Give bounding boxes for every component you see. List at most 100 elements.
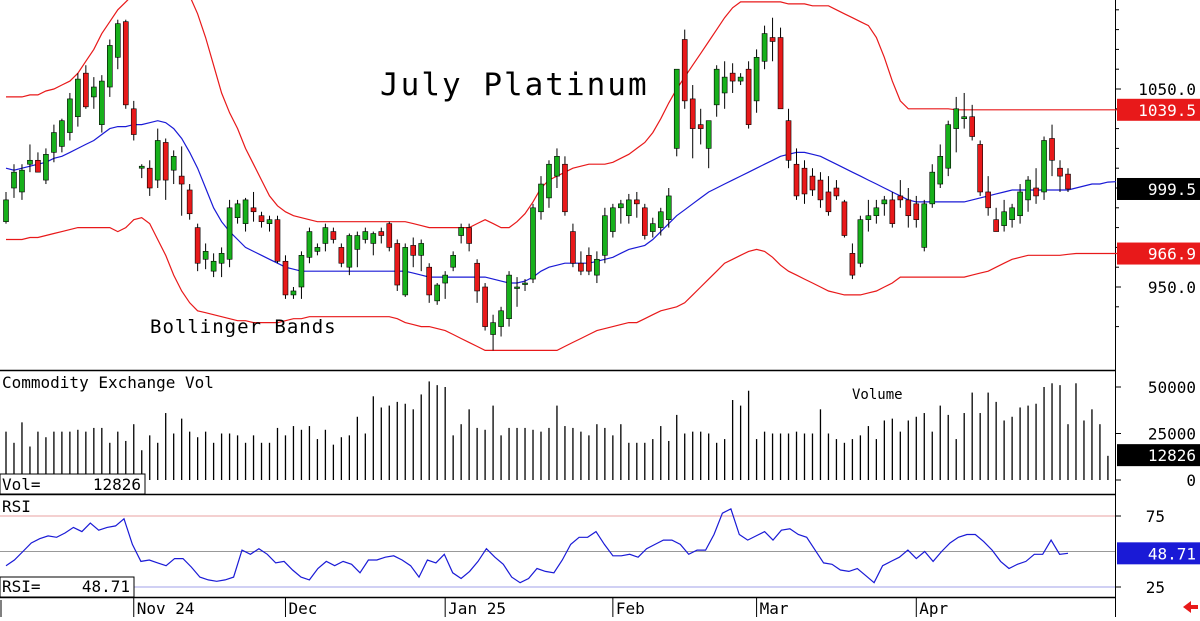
candle-body-up [11, 171, 17, 189]
candle-body-up [522, 282, 528, 285]
candle-body-up [67, 98, 73, 133]
candle-body-up [649, 223, 656, 232]
rsi-panel-title: RSI [2, 497, 31, 516]
x-axis-label: Jan 25 [448, 599, 506, 617]
candle-body-up [602, 215, 608, 256]
candle-body-down [969, 116, 975, 137]
candle-body-up [1025, 179, 1031, 201]
candle-body-up [114, 23, 121, 58]
candle-body-down [386, 223, 393, 248]
candle [426, 263, 433, 303]
candle [745, 61, 752, 129]
candle-body-down [394, 243, 401, 286]
candle-body-down [378, 231, 385, 236]
x-axis-label: Nov 24 [137, 599, 195, 617]
candle [442, 271, 448, 299]
x-axis: Nov 24 Dec Jan 25 Feb Mar Apr [0, 598, 949, 618]
candle [35, 152, 41, 173]
volume-panel-title: Commodity Exchange Vol [2, 373, 214, 392]
candle-body-up [43, 154, 49, 181]
candle [1041, 136, 1047, 200]
candle [410, 237, 417, 268]
candle-body-down [426, 266, 433, 296]
candle [458, 223, 464, 244]
candle-body-down [474, 262, 480, 292]
candle-body-up [737, 76, 744, 82]
candle-body-up [346, 235, 353, 268]
candle-body-down [849, 253, 856, 276]
candle [11, 164, 17, 198]
candle-body-up [242, 199, 249, 224]
candle-body-down [1057, 167, 1063, 177]
candle [793, 148, 800, 200]
candle-body-down [905, 199, 912, 217]
candle [250, 191, 257, 222]
candle [889, 191, 896, 228]
price-chart-title: July Platinum [380, 67, 649, 103]
candle [178, 146, 185, 216]
candle-body-up [434, 284, 440, 302]
candle-body-down [586, 255, 592, 272]
candle-body-down [274, 219, 281, 262]
candle-body-down [35, 159, 41, 173]
candle [546, 160, 552, 208]
candle-body-down [825, 191, 832, 213]
candle [114, 19, 121, 70]
candle [1033, 168, 1039, 204]
candle-body-up [418, 243, 425, 256]
candle-body-up [402, 247, 409, 296]
candle [226, 199, 233, 268]
rsi-readout-label: RSI= [2, 577, 41, 596]
bollinger-bands [5, 0, 1132, 351]
candle-body-up [873, 207, 880, 217]
candle-body-up [458, 227, 464, 236]
candle-body-down [562, 163, 568, 213]
candle-body-up [1001, 211, 1007, 226]
candle [713, 65, 720, 117]
candle-body-down [1033, 187, 1039, 197]
candle-body-down [1049, 138, 1055, 161]
candle [154, 128, 161, 188]
candle-body-up [354, 235, 361, 250]
candle-body-up [322, 227, 329, 244]
candle-body-down [466, 227, 472, 244]
candle [138, 164, 145, 179]
candle-body-down [634, 199, 640, 205]
candle [945, 120, 952, 177]
candle-body-up [202, 251, 209, 260]
candle [306, 227, 313, 264]
x-axis-label: Apr [919, 599, 948, 617]
candle [67, 92, 73, 141]
candle [634, 191, 640, 218]
candle [657, 207, 664, 236]
candle [641, 203, 648, 240]
candle [562, 156, 568, 216]
rsi-series-line [5, 508, 1069, 584]
candle [865, 199, 872, 232]
volume-readout-label: Vol= [2, 475, 41, 494]
volume-tick-label: 50000 [1148, 378, 1196, 397]
candle-body-up [953, 108, 960, 129]
candle [242, 197, 249, 232]
last-upper-label: 1039.5 [1138, 101, 1196, 120]
candle-body-up [1009, 207, 1015, 220]
candle [753, 49, 760, 113]
candle [43, 148, 49, 185]
candle-body-down [130, 108, 137, 135]
candle-body-down [777, 37, 784, 110]
candle [570, 223, 576, 268]
candle-body-up [306, 231, 313, 258]
candle-body-up [530, 207, 536, 280]
candle [610, 203, 616, 238]
candle [202, 243, 209, 270]
candle [402, 243, 409, 297]
candle-body-up [961, 116, 967, 120]
candle-body-up [170, 156, 177, 171]
candle-body-down [745, 68, 752, 125]
candle-body-down [689, 98, 696, 129]
x-axis-label: Feb [616, 599, 645, 617]
scroll-right-arrow-icon[interactable] [1183, 601, 1198, 613]
candle-body-up [218, 253, 225, 264]
candle-body-up [498, 310, 504, 327]
candle [538, 176, 544, 220]
